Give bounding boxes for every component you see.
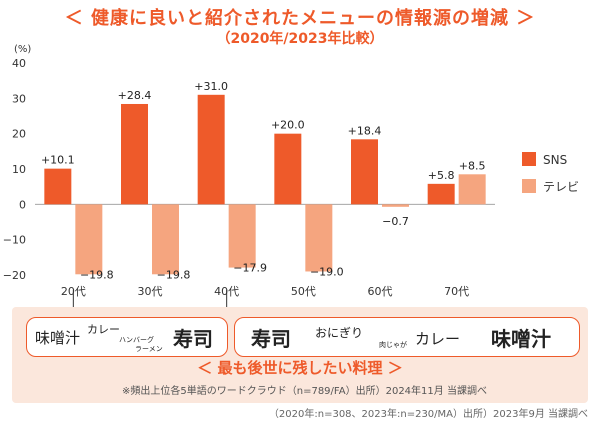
legend-swatch-sns <box>522 152 536 166</box>
page-title: ＜ 健康に良いと紹介されたメニューの情報源の増減 ＞ <box>64 8 536 29</box>
x-tick-label: 30代 <box>138 285 163 298</box>
bar-tv <box>75 204 103 275</box>
data-label-sns: +10.1 <box>41 154 75 167</box>
word-misoshiru: 味噌汁 <box>35 329 81 347</box>
page-subtitle: （2020年/2023年比較） <box>216 31 384 47</box>
word-sushi: 寿司 <box>251 327 291 351</box>
word-sushi: 寿司 <box>173 327 213 351</box>
y-tick-label: −20 <box>3 269 26 282</box>
data-label-tv: −19.8 <box>157 268 191 281</box>
bar-tv <box>382 204 409 207</box>
x-tick-label: 50代 <box>291 285 316 298</box>
legend-label-tv: テレビ <box>543 180 579 194</box>
data-label-tv: −19.0 <box>310 265 344 278</box>
data-label-sns: +20.0 <box>271 119 305 132</box>
data-label-sns: +31.0 <box>194 80 228 93</box>
word-curry: カレー <box>87 323 120 336</box>
bar-sns <box>351 139 378 205</box>
bar-sns <box>427 183 455 205</box>
wordcloud-panel: 味噌汁 カレー ハンバーグ ラーメン 寿司 寿司 おにぎり 肉じゃが カレー 味… <box>12 307 588 403</box>
legend-swatch-tv <box>522 179 536 193</box>
y-tick-label: 30 <box>12 92 26 105</box>
data-label-tv: −0.7 <box>382 215 409 228</box>
wordcloud-box-young: 味噌汁 カレー ハンバーグ ラーメン 寿司 <box>26 317 228 357</box>
bar-sns <box>44 168 72 205</box>
x-tick-label: 70代 <box>444 285 469 298</box>
data-label-sns: +5.8 <box>428 169 455 182</box>
wordcloud-title: ＜ 最も後世に残したい料理 ＞ <box>197 359 403 377</box>
word-nikujaga: 肉じゃが <box>379 341 407 349</box>
bar-sns <box>197 94 225 205</box>
y-axis-unit: (%) <box>14 44 31 55</box>
data-label-tv: −17.9 <box>233 262 267 275</box>
legend-label-sns: SNS <box>543 153 567 167</box>
word-curry: カレー <box>415 330 461 348</box>
y-tick-label: 20 <box>12 128 26 141</box>
word-onigiri: おにぎり <box>315 326 364 340</box>
data-label-tv: +8.5 <box>459 159 486 172</box>
y-tick-label: 40 <box>12 57 26 70</box>
y-tick-label: 10 <box>12 163 26 176</box>
bar-tv <box>458 174 486 205</box>
word-misoshiru: 味噌汁 <box>491 327 551 351</box>
data-label-tv: −19.8 <box>80 268 114 281</box>
footer-source: （2020年:n=308、2023年:n=230/MA）出所）2023年9月 当… <box>268 409 588 420</box>
y-tick-label: 0 <box>19 198 26 211</box>
bar-tv <box>228 204 256 268</box>
x-tick-label: 60代 <box>368 285 393 298</box>
wordcloud-note: ※頻出上位各5単語のワードクラウド（n=789/FA）出所）2024年11月 当… <box>122 386 487 397</box>
word-ramen: ラーメン <box>135 345 163 353</box>
bar-sns <box>121 103 148 205</box>
bar-chart: (%) 40 30 20 10 0 −10 −20 +10.1 −19.8 +28.4 −19.8 +… <box>3 44 579 310</box>
wordcloud-box-senior: 寿司 おにぎり 肉じゃが カレー 味噌汁 <box>234 317 580 357</box>
y-tick-label: −10 <box>3 234 26 247</box>
data-label-sns: +18.4 <box>348 124 382 137</box>
data-label-sns: +28.4 <box>118 89 152 102</box>
bar-tv <box>152 204 179 275</box>
word-hamburg: ハンバーグ <box>119 336 154 344</box>
bar-sns <box>274 133 302 205</box>
bar-tv <box>305 204 333 272</box>
